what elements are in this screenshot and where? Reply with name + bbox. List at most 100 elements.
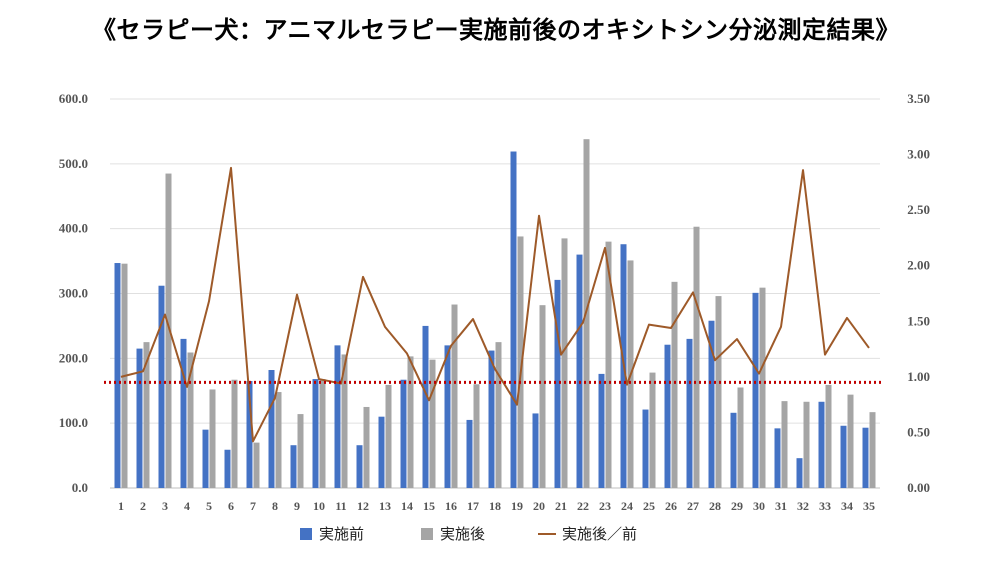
bar-after	[803, 401, 810, 488]
y-left-tick-label: 600.0	[59, 91, 88, 106]
x-tick-label: 33	[819, 499, 831, 513]
x-tick-label: 13	[379, 499, 391, 513]
bar-before	[334, 345, 341, 488]
bar-before	[268, 370, 275, 488]
x-tick-label: 4	[184, 499, 190, 513]
y-right-tick-label: 1.00	[907, 369, 930, 384]
bar-after	[715, 296, 722, 488]
bar-before	[576, 254, 583, 488]
x-tick-label: 26	[665, 499, 677, 513]
bar-before	[488, 350, 495, 488]
bar-before	[532, 413, 539, 488]
bar-after	[209, 389, 216, 488]
y-right-tick-label: 2.00	[907, 258, 930, 273]
x-tick-label: 34	[841, 499, 853, 513]
bar-after	[847, 394, 854, 488]
y-left-tick-label: 500.0	[59, 156, 88, 171]
x-tick-label: 28	[709, 499, 721, 513]
x-tick-label: 27	[687, 499, 699, 513]
bar-after	[517, 236, 524, 488]
x-tick-label: 12	[357, 499, 369, 513]
bar-after	[143, 342, 150, 488]
bar-before	[598, 373, 605, 488]
x-tick-label: 24	[621, 499, 633, 513]
chart-title: 《セラピー犬：アニマルセラピー実施前後のオキシトシン分泌測定結果》	[91, 16, 901, 44]
bar-before	[466, 419, 473, 488]
bar-before	[114, 263, 121, 488]
x-tick-label: 10	[313, 499, 325, 513]
bar-after	[737, 387, 744, 488]
legend-label-ratio: 実施後／前	[562, 525, 637, 543]
bar-after	[561, 238, 568, 488]
ratio-line	[120, 166, 870, 443]
x-tick-label: 25	[643, 499, 655, 513]
x-tick-label: 6	[228, 499, 234, 513]
bar-before	[246, 381, 253, 488]
bar-before	[510, 151, 517, 488]
bar-before	[202, 429, 209, 488]
y-right-tick-label: 2.50	[907, 202, 930, 217]
y-right-tick-label: 3.00	[907, 147, 930, 162]
bar-before	[752, 292, 759, 488]
bar-after	[671, 281, 678, 488]
x-tick-label: 5	[206, 499, 212, 513]
bar-before	[224, 449, 231, 488]
x-tick-label: 11	[335, 499, 346, 513]
bar-after	[451, 304, 458, 488]
legend-swatch-before	[300, 528, 312, 540]
x-tick-label: 31	[775, 499, 787, 513]
bar-before	[686, 338, 693, 488]
bar-before	[158, 285, 165, 488]
bar-before	[422, 325, 429, 488]
x-tick-label: 29	[731, 499, 743, 513]
bar-before	[290, 445, 297, 488]
bar-before	[730, 412, 737, 488]
bar-after	[473, 384, 480, 488]
bar-before	[642, 409, 649, 488]
y-right-tick-label: 0.50	[907, 424, 930, 439]
bar-after	[781, 401, 788, 488]
bar-after	[385, 384, 392, 488]
x-tick-label: 16	[445, 499, 457, 513]
x-tick-label: 2	[140, 499, 146, 513]
y-right-tick-label: 1.50	[907, 313, 930, 328]
y-left-tick-label: 300.0	[59, 286, 88, 301]
bar-after	[495, 342, 502, 488]
x-tick-label: 17	[467, 499, 479, 513]
bar-before	[378, 416, 385, 488]
x-tick-label: 32	[797, 499, 809, 513]
bar-after	[253, 442, 260, 488]
x-tick-label: 8	[272, 499, 278, 513]
x-tick-label: 22	[577, 499, 589, 513]
bar-before	[444, 345, 451, 488]
y-left-tick-label: 400.0	[59, 221, 88, 236]
y-left-tick-label: 200.0	[59, 350, 88, 365]
x-tick-label: 1	[118, 499, 124, 513]
x-tick-label: 18	[489, 499, 501, 513]
bar-before	[136, 348, 143, 488]
x-tick-label: 9	[294, 499, 300, 513]
bar-after	[231, 379, 238, 488]
bar-before	[796, 458, 803, 488]
bar-after	[407, 356, 414, 488]
x-tick-label: 35	[863, 499, 875, 513]
x-tick-label: 19	[511, 499, 523, 513]
bar-before	[664, 344, 671, 488]
bar-before	[862, 427, 869, 488]
bar-after	[605, 241, 612, 488]
bar-before	[180, 338, 187, 488]
bar-after	[187, 352, 194, 488]
bar-before	[554, 279, 561, 488]
bar-after	[363, 406, 370, 488]
bar-before	[708, 320, 715, 488]
x-tick-label: 21	[555, 499, 567, 513]
bar-after	[297, 414, 304, 488]
bar-after	[341, 354, 348, 488]
bar-before	[356, 445, 363, 488]
y-right-tick-label: 0.00	[907, 480, 930, 495]
bar-after	[319, 379, 326, 488]
x-tick-label: 20	[533, 499, 545, 513]
bar-after	[275, 392, 282, 488]
y-right-tick-label: 3.50	[907, 91, 930, 106]
bar-after	[429, 359, 436, 488]
